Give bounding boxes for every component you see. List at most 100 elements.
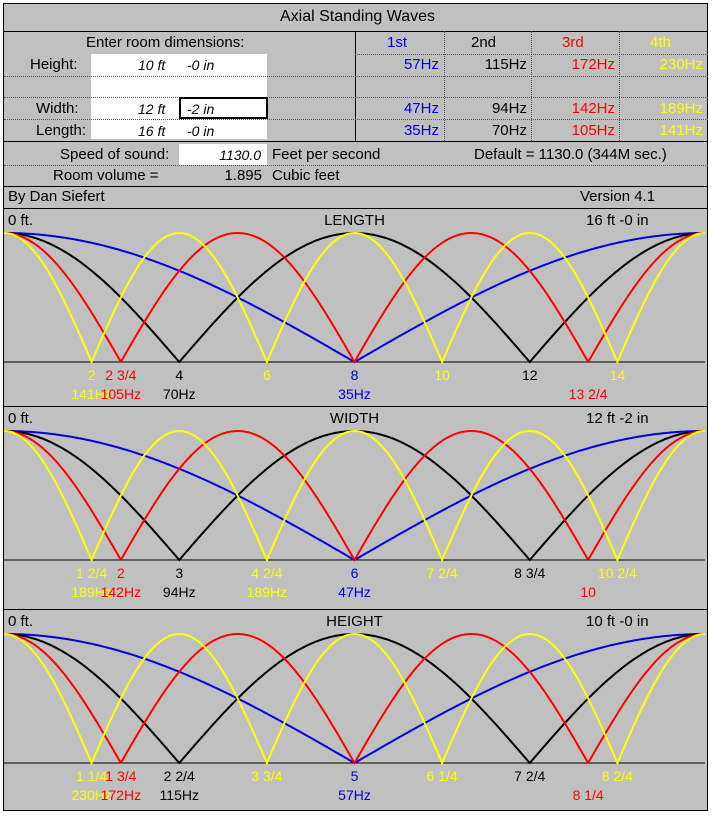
mode-4-wave: [4, 632, 705, 766]
length-mode-4: 141Hz: [659, 122, 703, 139]
node-frequency-label: 142Hz: [100, 584, 142, 600]
mode-header-2nd: 2nd: [471, 34, 497, 51]
input-area: [91, 54, 267, 139]
width-inches-input-focused[interactable]: [179, 97, 268, 119]
node-frequency-label: 70Hz: [162, 386, 196, 402]
node-frequency-label: 189Hz: [246, 584, 288, 600]
speed-input[interactable]: 1130.0: [219, 147, 261, 163]
volume-unit: Cubic feet: [272, 167, 340, 184]
node-frequency-label: 105Hz: [100, 386, 142, 402]
node-frequency-label: 57Hz: [338, 787, 371, 803]
node-position-label: 4: [175, 367, 184, 383]
height-mode-1: 57Hz: [403, 56, 439, 73]
length-wave-panel: 0 ft. LENGTH 16 ft -0 in 2 141Hz 2 3/4 105Hz 4 7…: [4, 209, 705, 406]
width-wave-panel: 0 ft. WIDTH 12 ft -2 in 1 2/4 189Hz 2 142Hz 3 94…: [4, 407, 705, 609]
height-feet-input[interactable]: 10 ft: [138, 57, 166, 73]
length-mode-1: 35Hz: [403, 122, 439, 139]
node-position-label: 7 2/4: [514, 768, 546, 784]
width-label: Width:: [36, 100, 79, 117]
width-inches-input[interactable]: -2 in: [187, 101, 215, 117]
node-frequency-label: 94Hz: [162, 584, 196, 600]
divider: [355, 54, 708, 55]
height-wave-plot: [4, 632, 705, 766]
version-label: Version 4.1: [580, 188, 656, 205]
app-title: Axial Standing Waves: [279, 8, 436, 25]
height-mode-3: 172Hz: [571, 56, 615, 73]
height-wave-panel: 0 ft. HEIGHT 10 ft -0 in 1 1/4 230Hz 1 3/4 172…: [4, 610, 705, 810]
width-wave-plot: [4, 429, 705, 563]
length-start-label: 0 ft.: [8, 212, 34, 229]
node-position-label: 7 2/4: [426, 565, 458, 581]
node-position-label: 4 2/4: [251, 565, 283, 581]
divider: [4, 119, 354, 120]
input-header: Enter room dimensions:: [86, 34, 245, 51]
node-position-label: 14: [609, 367, 626, 383]
divider: [531, 31, 532, 141]
node-position-label: 10: [434, 367, 450, 383]
divider: [4, 76, 354, 77]
divider: [444, 31, 445, 141]
width-feet-input[interactable]: 12 ft: [138, 101, 166, 117]
height-mode-2: 115Hz: [484, 56, 527, 73]
node-position-label: 8 3/4: [514, 565, 546, 581]
mode-4-wave: [4, 231, 705, 365]
node-position-label: 2: [116, 565, 125, 581]
divider: [4, 406, 708, 407]
height-start-label: 0 ft.: [8, 613, 34, 630]
node-frequency-label: 189Hz: [71, 584, 112, 600]
node-frequency-label: 13 2/4: [568, 386, 608, 402]
divider: [4, 609, 708, 610]
volume-value: 1.895: [224, 167, 262, 184]
node-position-label: 2: [87, 367, 96, 383]
width-mode-3: 142Hz: [571, 100, 615, 117]
node-position-label: 2 2/4: [163, 768, 195, 784]
height-label: Height:: [30, 56, 78, 73]
divider: [4, 31, 708, 32]
width-mode-2: 94Hz: [491, 100, 527, 117]
mode-3-wave: [4, 232, 705, 364]
speed-input-area: [179, 144, 267, 165]
length-inches-input[interactable]: -0 in: [187, 123, 215, 139]
height-title: HEIGHT: [326, 613, 383, 630]
node-frequency-label: 8 1/4: [572, 787, 604, 803]
node-position-label: 8 2/4: [601, 768, 633, 784]
node-position-label: 6 1/4: [426, 768, 458, 784]
divider: [355, 31, 356, 141]
divider: [4, 141, 708, 142]
divider: [355, 97, 708, 98]
node-position-label: 10 2/4: [597, 565, 637, 581]
width-mode-4: 189Hz: [659, 100, 703, 117]
node-position-label: 8: [350, 367, 359, 383]
node-frequency-label: 172Hz: [100, 787, 142, 803]
author-credit: By Dan Siefert: [8, 188, 105, 205]
length-wave-plot: [4, 231, 705, 365]
height-end-label: 10 ft -0 in: [586, 613, 649, 630]
width-start-label: 0 ft.: [8, 410, 34, 427]
mode-3-wave: [4, 430, 705, 562]
height-mode-4: 230Hz: [659, 56, 703, 73]
node-position-label: 2 3/4: [105, 367, 137, 383]
length-mode-3: 105Hz: [571, 122, 615, 139]
node-frequency-label: 47Hz: [338, 584, 371, 600]
speed-default: Default = 1130.0 (344M sec.): [474, 146, 667, 163]
node-position-label: 1 1/4: [76, 768, 108, 784]
node-frequency-label: 115Hz: [159, 787, 199, 803]
width-title: WIDTH: [329, 410, 380, 427]
node-frequency-label: 10: [580, 584, 596, 600]
mode-header-1st: 1st: [387, 34, 408, 51]
node-position-label: 1 2/4: [76, 565, 108, 581]
node-position-label: 1 3/4: [105, 768, 137, 784]
divider: [4, 208, 708, 209]
mode-3-wave: [4, 633, 705, 765]
node-position-label: 12: [521, 367, 538, 383]
mode-header-3rd: 3rd: [562, 34, 584, 51]
node-frequency-label: 35Hz: [338, 386, 371, 402]
length-feet-input[interactable]: 16 ft: [138, 123, 166, 139]
height-inches-input[interactable]: -0 in: [187, 57, 215, 73]
length-end-label: 16 ft -0 in: [586, 212, 649, 229]
divider: [355, 76, 708, 77]
divider: [4, 186, 708, 187]
length-mode-2: 70Hz: [491, 122, 527, 139]
mode-4-wave: [4, 429, 705, 563]
length-title: LENGTH: [324, 212, 385, 229]
